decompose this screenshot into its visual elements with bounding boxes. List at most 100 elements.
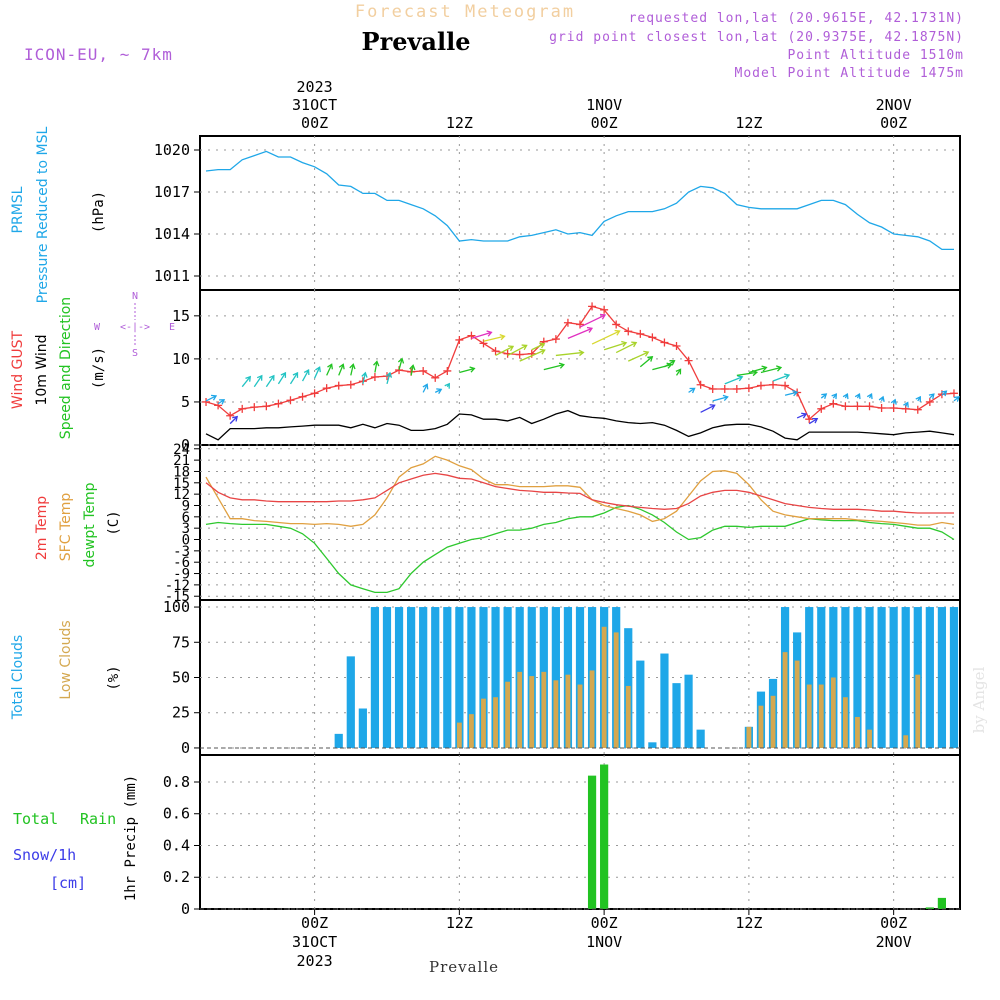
- precip-cm-label: [cm]: [50, 874, 86, 892]
- wind-arrow: [362, 372, 366, 385]
- wind-arrow-head: [539, 342, 546, 349]
- bottom-hour-label: 00Z: [880, 914, 907, 932]
- pressure-ytick-label: 1017: [154, 183, 190, 201]
- wind-gust-marker: [515, 350, 524, 359]
- total-cloud-bar: [551, 607, 560, 748]
- wind-gust-marker: [310, 389, 319, 398]
- wind-arrow: [603, 342, 627, 351]
- wind-arrow-head: [842, 392, 849, 400]
- wind-arrow: [627, 351, 649, 362]
- wind-gust-marker: [853, 402, 862, 411]
- bottom-hour-label: 00Z: [301, 914, 328, 932]
- wind-gust-marker: [732, 385, 741, 394]
- wind-arrow-head: [647, 356, 654, 362]
- precip-panel: [199, 754, 961, 910]
- wind-arrow: [724, 376, 743, 385]
- wind-arrow-head: [280, 371, 287, 378]
- wind-gust-marker: [636, 329, 645, 338]
- low-cloud-bar: [541, 671, 547, 748]
- model-altitude-label: Model Point Altitude 1475m: [735, 66, 965, 81]
- wind-arrow: [519, 349, 545, 362]
- wind-arrow: [543, 364, 564, 371]
- total-cloud-bar: [865, 607, 874, 748]
- wind-arrow-head: [436, 388, 443, 395]
- low-cloud-bar: [613, 632, 619, 748]
- clouds-ytick-label: 50: [172, 669, 190, 687]
- wind-arrow-head: [486, 330, 493, 337]
- total-clouds-label: Total Clouds: [10, 635, 26, 720]
- low-cloud-bar: [770, 695, 776, 748]
- low-cloud-bar: [456, 722, 462, 748]
- low-cloud-bar: [842, 697, 848, 748]
- wind-arrow: [350, 364, 354, 376]
- wind-arrow: [772, 374, 790, 382]
- wind-gust-marker: [262, 402, 271, 411]
- wind-gust-marker: [829, 399, 838, 408]
- clouds-ytick-label: 0: [181, 739, 190, 757]
- sfc-temp-label: SFC Temp: [58, 493, 74, 562]
- wind-arrow-head: [801, 412, 808, 419]
- low-cloud-bar: [553, 680, 559, 748]
- pressure-unit: (hPa): [91, 191, 107, 233]
- wind-arrow-head: [854, 392, 861, 400]
- wind-arrow: [422, 384, 428, 393]
- wind-gust-marker: [370, 372, 379, 381]
- model-label: ICON-EU, ~ 7km: [24, 45, 173, 64]
- wind-arrow-head: [268, 374, 275, 381]
- precip-unit: 1hr Precip (mm): [123, 775, 139, 901]
- total-cloud-bar: [636, 660, 645, 748]
- wind-arrow-head: [599, 313, 607, 320]
- wind-speed-line: [205, 409, 955, 441]
- wind-arrow: [386, 372, 391, 385]
- wind-gust-marker: [612, 320, 621, 329]
- total-cloud-bar: [419, 607, 428, 748]
- total-cloud-bar: [382, 607, 392, 748]
- wind-arrow-head: [409, 364, 416, 371]
- top-date-label: 1NOV: [586, 96, 622, 114]
- bottom-hour-label: 00Z: [591, 914, 618, 932]
- wind-gust-marker: [805, 415, 814, 424]
- wind-arrow-head: [361, 371, 368, 378]
- wind-arrow: [459, 367, 475, 374]
- total-cloud-bar: [648, 742, 657, 748]
- wind-arrow: [289, 372, 299, 385]
- wind-arrow: [652, 364, 672, 371]
- pressure-ytick-label: 1011: [154, 267, 190, 285]
- total-cloud-bar: [841, 607, 850, 748]
- wind-arrow-head: [709, 404, 716, 410]
- total-cloud-bar: [696, 729, 705, 748]
- wind-gust-marker: [744, 384, 753, 393]
- wind-arrow-head: [928, 393, 935, 400]
- wind-arrow: [664, 360, 675, 368]
- compass-arrows: <-|->: [120, 322, 150, 333]
- pressure-panel: [199, 135, 961, 291]
- wind-gust-marker: [696, 380, 705, 389]
- precip-rain-label: Rain: [80, 810, 116, 828]
- wind-gust-marker: [624, 327, 633, 336]
- wind-arrow-head: [776, 365, 783, 372]
- wind-arrow-head: [210, 394, 218, 401]
- bottom-hour-label: 12Z: [446, 914, 473, 932]
- wind-arrow-head: [903, 401, 909, 408]
- wind-arrow: [229, 416, 238, 425]
- grid-point-label: grid point closest lon,lat (20.9375E, 42…: [549, 30, 964, 45]
- wind-arrow-head: [821, 393, 828, 400]
- wind-gust-marker: [708, 385, 717, 394]
- wind-arrow-head: [558, 362, 565, 369]
- wind-gust-marker: [431, 373, 440, 382]
- wind-gust-marker: [769, 380, 778, 389]
- low-cloud-bar: [589, 670, 595, 748]
- compass-e: E: [169, 322, 175, 333]
- wind-arrow: [374, 361, 378, 373]
- wind-arrow-head: [499, 333, 506, 341]
- wind-gust-marker: [756, 381, 765, 390]
- total-cloud-bar: [672, 683, 681, 748]
- wind-arrow-head: [256, 374, 263, 381]
- precip-snow-label: Snow/1h: [13, 846, 76, 864]
- wind-ytick-label: 15: [172, 307, 190, 325]
- temp-unit: (C): [106, 510, 122, 535]
- dewpt-temp-label: dewpt Temp: [82, 482, 98, 567]
- wind-arrow-head: [614, 329, 621, 336]
- wind-arrow: [700, 404, 715, 413]
